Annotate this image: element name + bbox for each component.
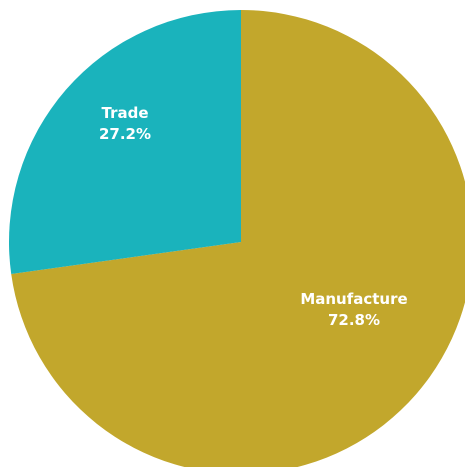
slice-label-manufacture: Manufacture xyxy=(300,290,407,308)
pie-labels: Manufacture 72.8% Trade 27.2% xyxy=(99,104,408,329)
pie-slices xyxy=(8,10,465,467)
slice-value-manufacture: 72.8% xyxy=(328,311,380,329)
pie-slice-trade xyxy=(8,10,242,274)
slice-value-trade: 27.2% xyxy=(99,125,151,143)
pie-slice-manufacture xyxy=(11,10,465,467)
slice-label-trade: Trade xyxy=(101,104,148,122)
